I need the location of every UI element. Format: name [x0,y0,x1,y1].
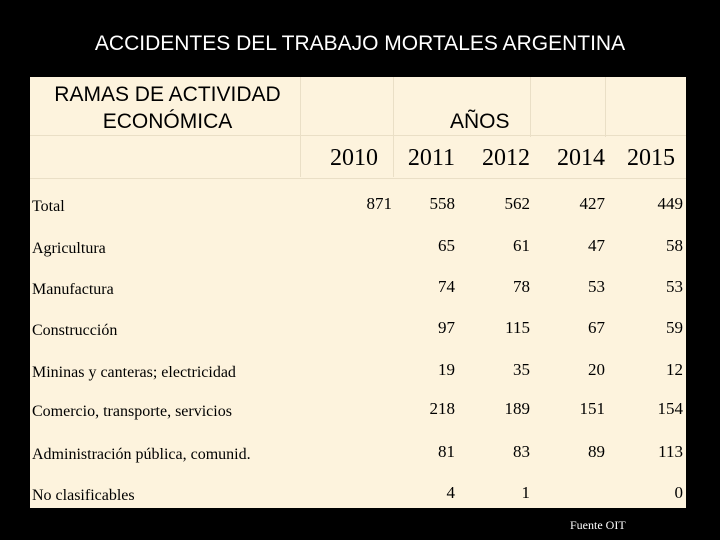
cell-value: 61 [513,236,530,255]
cell-value: 81 [438,442,455,461]
year-header: 2011 [407,145,455,171]
cell-value: 59 [666,318,683,337]
cell-value: 47 [588,236,605,255]
year-header: 2012 [482,145,530,171]
cell-value: 53 [588,277,605,296]
cell-value: 12 [666,360,683,379]
cell-value: 78 [513,277,530,296]
cell-value: 89 [588,442,605,461]
cell-value: 189 [504,399,531,418]
year-header: 2014 [557,145,605,171]
cell-value: 67 [588,318,605,337]
cell-border [530,77,531,137]
cell-border [30,135,686,136]
years-header: AÑOS [450,110,510,133]
cell-border [300,77,301,177]
cell-value: 74 [438,277,455,296]
row-label: No clasificables [32,487,135,504]
row-label: Agricultura [32,240,106,257]
cell-value: 449 [657,194,684,213]
cell-value: 83 [513,442,530,461]
row-label: Construcción [32,322,118,339]
branch-header: RAMAS DE ACTIVIDAD ECONÓMICA [54,83,281,133]
cell-value: 113 [658,442,683,461]
cell-value: 4 [446,483,456,502]
cell-value: 151 [579,399,606,418]
row-label: Administración pública, comunid. [32,446,251,463]
table: RAMAS DE ACTIVIDAD ECONÓMICA AÑOS 2010 20… [30,77,686,508]
cell-value: 20 [588,360,605,379]
source: Fuente OIT [570,518,626,532]
cell-value: 53 [666,277,683,296]
cell-value: 65 [438,236,455,255]
cell-border [30,178,686,179]
cell-value: 427 [579,194,606,213]
row-label: Mininas y canteras; electricidad [32,364,236,381]
cell-value: 871 [366,194,393,213]
cell-value: 58 [666,236,683,255]
title: ACCIDENTES DEL TRABAJO MORTALES ARGENTIN… [94,32,626,55]
cell-value: 19 [438,360,455,379]
row-label: Manufactura [32,281,114,298]
row-label: Comercio, transporte, servicios [32,403,232,420]
row-label: Total [32,198,65,215]
cell-value: 558 [429,194,456,213]
cell-border [605,77,606,137]
cell-value: 1 [521,483,531,502]
year-header: 2015 [627,145,675,171]
cell-value: 0 [674,483,684,502]
cell-value: 154 [657,399,684,418]
cell-border [393,77,394,177]
cell-value: 562 [504,194,531,213]
cell-value: 97 [438,318,455,337]
cell-value: 115 [505,318,530,337]
year-header: 2010 [330,145,378,171]
cell-value: 35 [513,360,530,379]
cell-value: 218 [429,399,456,418]
